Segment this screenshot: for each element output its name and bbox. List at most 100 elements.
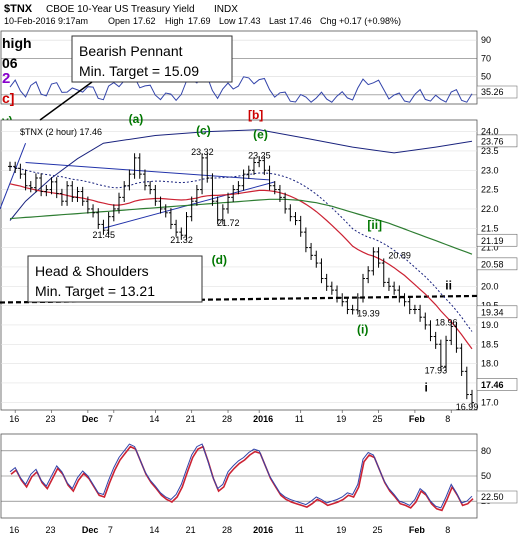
date-label: 10-Feb-2016 9:17am [4,16,88,26]
price-bar [277,184,282,202]
price-bar [106,212,111,235]
value-tag-box [476,233,518,247]
wave-label: (a) [129,112,144,126]
main-y-tick: 18.5 [481,339,499,349]
price-bar [303,227,308,253]
bearish-pennant-callout: Bearish Pennant Min. Target = 15.09 [39,35,233,121]
price-bar [70,181,75,202]
price-bar [454,321,459,353]
x-tick-label: 28 [222,414,232,424]
price-bar [75,186,80,202]
index-name: CBOE 10-Year US Treasury Yield [46,4,195,15]
price-bar [132,153,137,179]
price-bar [470,389,474,408]
chg-label: Chg [320,16,337,26]
x-tick-label-bottom: 7 [108,525,113,535]
wave-label: [ii] [367,218,382,232]
price-bar [13,161,18,173]
top-last-value: 35.26 [481,87,504,97]
wave-label: (e) [253,128,268,142]
top-y-tick: 70 [481,53,491,63]
price-bar [210,173,215,206]
price-label: 21.45 [92,230,115,240]
price-bar [251,157,256,175]
main-y-tick: 23.5 [481,146,499,156]
price-label: 17.93 [425,366,448,376]
price-bar [464,366,469,400]
price-bar [438,339,443,371]
x-tick-label: 7 [108,414,113,424]
price-bar [386,277,391,291]
price-bar [33,173,38,193]
price-bar [205,153,210,183]
x-tick-label-bottom: 16 [9,525,19,535]
price-bar [54,177,59,199]
price-bar [23,169,28,191]
top-y-tick: 50 [481,72,491,82]
price-bar [220,204,225,225]
price-label: 21.32 [170,235,193,245]
price-bar [28,181,33,193]
price-bar [262,155,267,175]
price-bar [158,196,163,214]
price-bar [371,247,376,276]
price-bar [226,192,231,214]
price-label: 23.25 [248,151,271,161]
price-bar [444,335,449,371]
rsi-line [9,443,473,509]
price-label: 21.72 [217,218,240,228]
price-bar [329,281,334,295]
symbol-label: $TNX [4,3,33,15]
price-bar [184,212,189,240]
wave-label: ii [445,278,452,292]
bottom-panel: 805020 22.50 [0,433,518,519]
open-value: 17.62 [133,16,156,26]
price-label: 16.99 [456,402,479,412]
price-bar [153,184,158,206]
top-oscillator-line [9,70,473,103]
wave-label: [b] [248,108,263,122]
value-tag-text: 20.58 [481,259,504,269]
x-tick-label: 25 [373,414,383,424]
price-bar [8,161,12,172]
price-bar [122,181,127,202]
price-bar [91,204,96,218]
main-y-tick: 20.0 [481,281,499,291]
price-bar [179,227,184,240]
main-y-tick: 17.0 [481,397,499,407]
price-bar [345,297,350,315]
price-bar [96,208,101,230]
price-bar [293,212,298,226]
price-bar [272,181,277,195]
price-bar [49,177,54,195]
price-bar [163,204,168,218]
red-ma-line [9,183,473,350]
price-bar [392,281,397,295]
x-tick-label: 8 [445,414,450,424]
pennant-target: Min. Target = 15.09 [79,63,199,79]
price-bar [168,208,173,230]
price-bar [418,304,423,322]
wave-label: (i) [357,322,368,336]
price-bar [402,293,407,307]
price-bar [148,181,153,195]
last-label: Last [269,16,287,26]
price-bar [355,293,360,315]
price-bar [246,165,251,179]
price-bar [189,196,194,222]
main-y-tick: 22.0 [481,204,499,214]
price-label: 20.89 [388,250,411,260]
price-bar [335,285,340,303]
x-tick-label-bottom: Dec [82,525,99,535]
low-value: 17.43 [238,16,261,26]
dotted-ma-line [9,165,473,332]
main-y-tick: 22.5 [481,185,499,195]
price-label: 23.32 [191,147,214,157]
price-bar [241,169,246,191]
price-bar [324,273,329,291]
price-bar [366,266,371,284]
chg-value: +0.17 (+0.98%) [339,16,401,26]
fragment-c: c] [2,90,14,106]
main-panel: 24.023.523.022.522.021.521.020.520.019.5… [0,35,518,412]
x-tick-label-bottom: Feb [409,525,426,535]
